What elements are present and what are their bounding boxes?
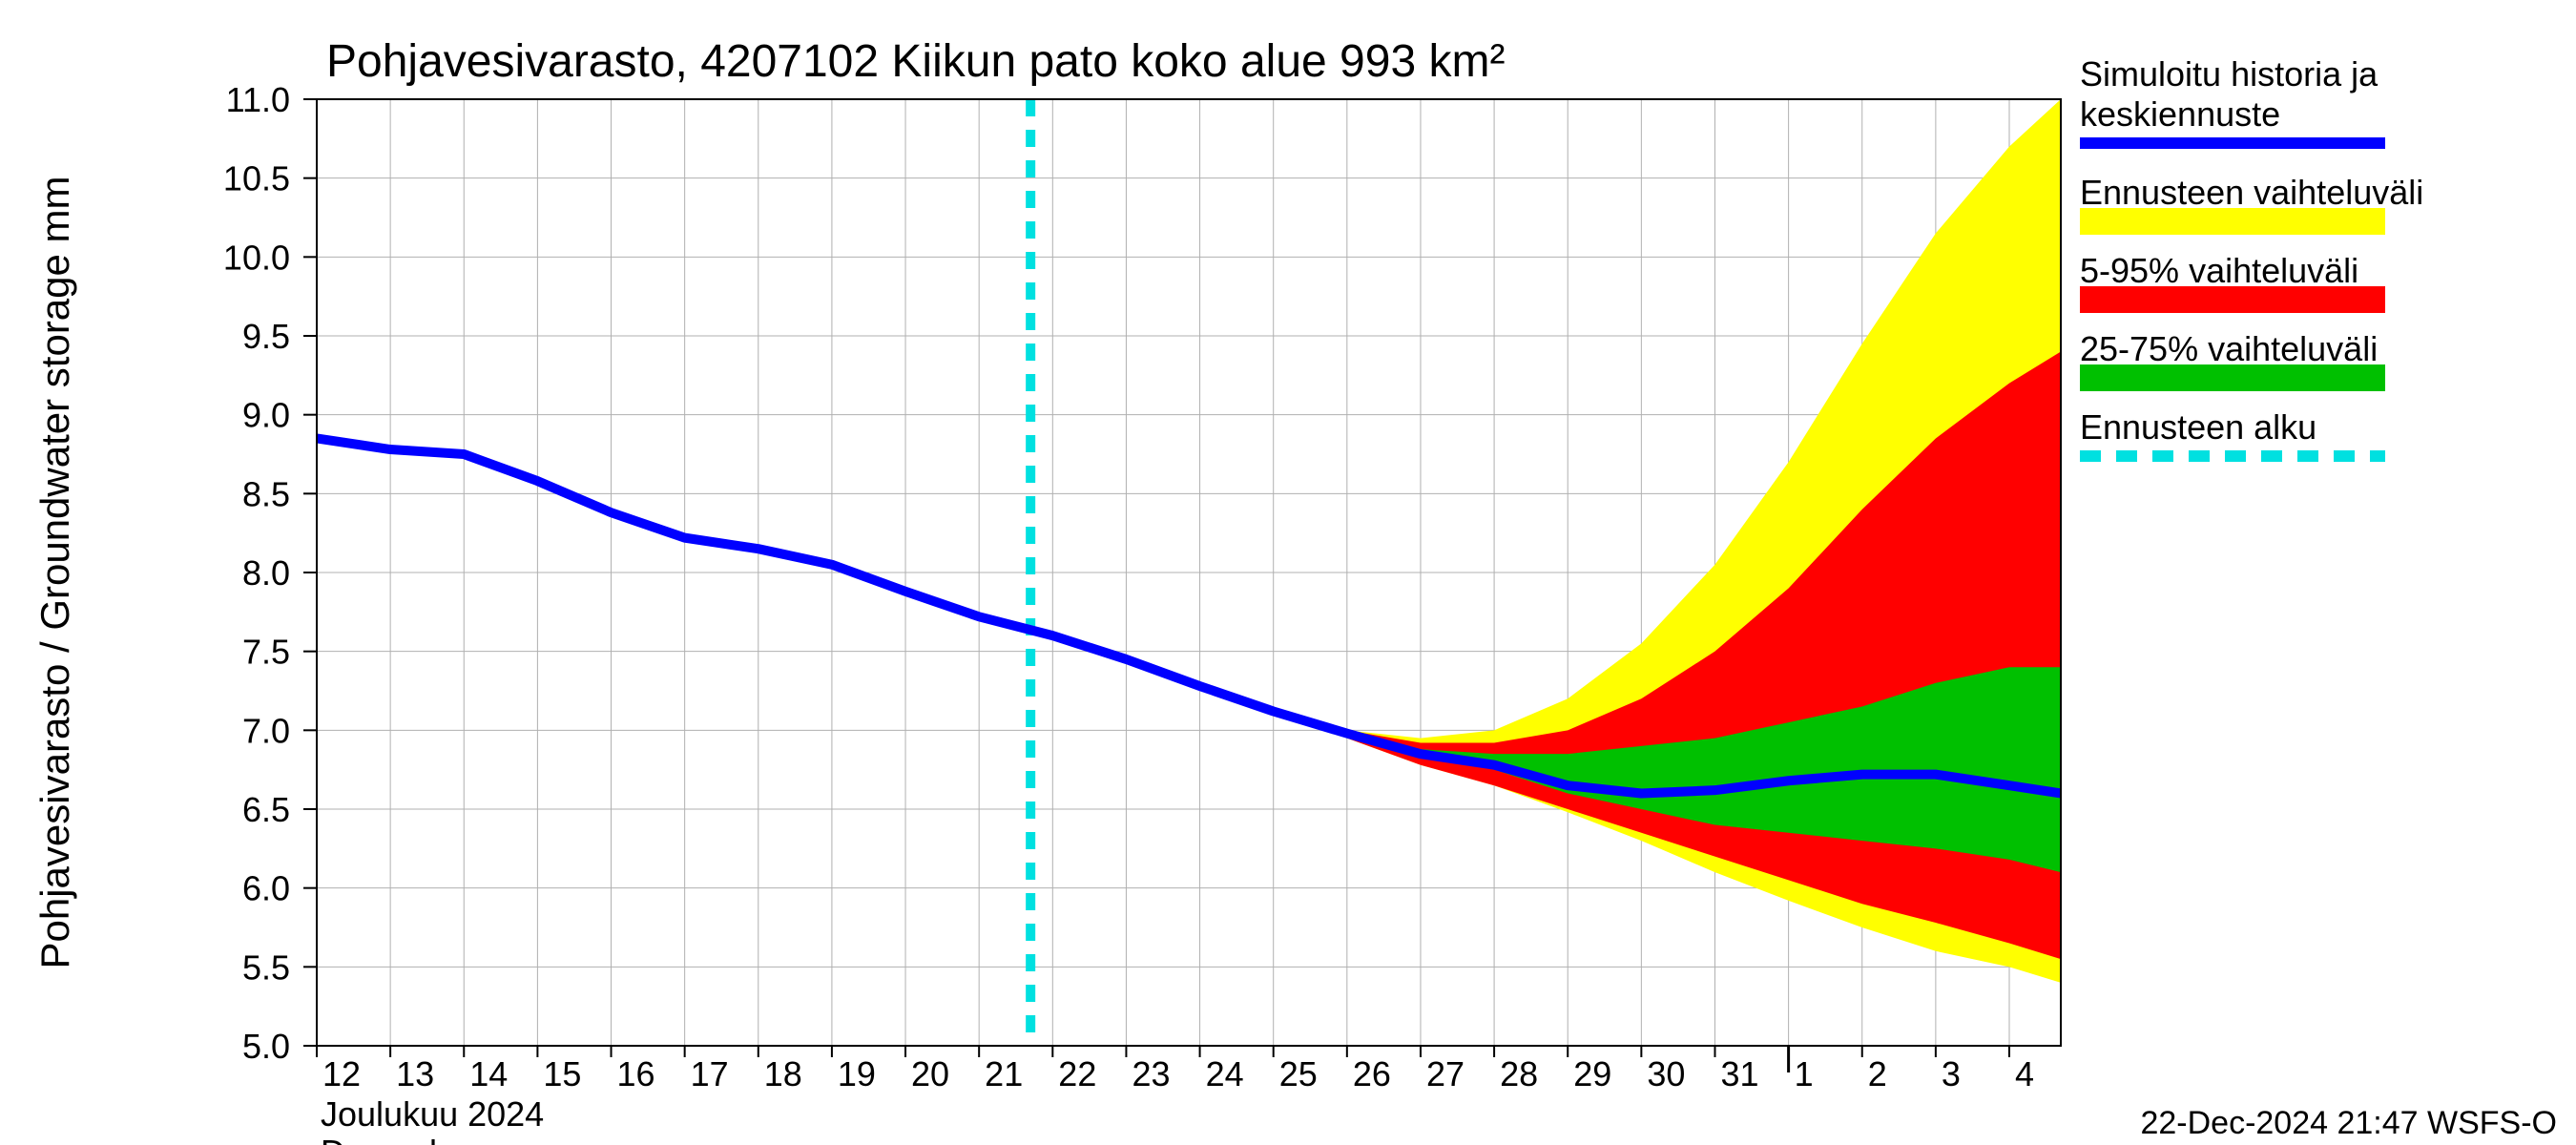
x-tick-label: 2 xyxy=(1868,1054,1887,1093)
legend-swatch xyxy=(2080,364,2385,391)
x-tick-label: 20 xyxy=(911,1054,949,1093)
x-tick-label: 31 xyxy=(1720,1054,1758,1093)
x-tick-label: 1 xyxy=(1795,1054,1814,1093)
y-tick-label: 11.0 xyxy=(226,80,290,119)
y-tick-label: 10.5 xyxy=(223,159,290,198)
y-tick-label: 10.0 xyxy=(223,238,290,277)
y-axis-label: Pohjavesivarasto / Groundwater storage m… xyxy=(32,176,77,968)
y-tick-label: 9.5 xyxy=(242,317,290,356)
y-tick-label: 8.0 xyxy=(242,553,290,593)
month-label-fi: Joulukuu 2024 xyxy=(321,1094,544,1134)
y-tick-label: 8.5 xyxy=(242,474,290,513)
x-tick-label: 30 xyxy=(1647,1054,1685,1093)
x-tick-label: 3 xyxy=(1942,1054,1961,1093)
month-label-en: December xyxy=(321,1133,479,1145)
x-tick-label: 26 xyxy=(1353,1054,1391,1093)
x-tick-label: 12 xyxy=(322,1054,361,1093)
y-tick-label: 5.5 xyxy=(242,947,290,987)
legend-label: 5-95% vaihteluväli xyxy=(2080,251,2358,290)
x-tick-label: 16 xyxy=(617,1054,655,1093)
y-tick-label: 7.0 xyxy=(242,711,290,750)
legend-label: Simuloitu historia ja xyxy=(2080,54,2379,94)
x-tick-label: 25 xyxy=(1279,1054,1318,1093)
x-tick-label: 21 xyxy=(985,1054,1023,1093)
x-tick-label: 28 xyxy=(1500,1054,1538,1093)
legend-swatch xyxy=(2080,208,2385,235)
x-tick-label: 22 xyxy=(1058,1054,1096,1093)
x-tick-label: 14 xyxy=(469,1054,508,1093)
y-tick-label: 7.5 xyxy=(242,633,290,672)
x-tick-label: 15 xyxy=(543,1054,581,1093)
x-tick-label: 23 xyxy=(1132,1054,1170,1093)
x-tick-label: 19 xyxy=(838,1054,876,1093)
x-tick-label: 18 xyxy=(764,1054,802,1093)
legend-label: keskiennuste xyxy=(2080,94,2280,134)
legend-swatch xyxy=(2080,286,2385,313)
x-tick-label: 27 xyxy=(1426,1054,1465,1093)
groundwater-forecast-chart: 5.05.56.06.57.07.58.08.59.09.510.010.511… xyxy=(0,0,2576,1145)
y-tick-label: 5.0 xyxy=(242,1027,290,1066)
x-tick-label: 24 xyxy=(1206,1054,1244,1093)
y-tick-label: 6.5 xyxy=(242,790,290,829)
legend-label: Ennusteen alku xyxy=(2080,407,2316,447)
legend-label: Ennusteen vaihteluväli xyxy=(2080,173,2423,212)
chart-footer: 22-Dec-2024 21:47 WSFS-O xyxy=(2140,1105,2557,1141)
y-tick-label: 9.0 xyxy=(242,396,290,435)
x-tick-label: 4 xyxy=(2015,1054,2034,1093)
chart-svg: 5.05.56.06.57.07.58.08.59.09.510.010.511… xyxy=(0,0,2576,1145)
x-tick-label: 29 xyxy=(1573,1054,1611,1093)
y-tick-label: 6.0 xyxy=(242,869,290,908)
x-tick-label: 17 xyxy=(691,1054,729,1093)
chart-title: Pohjavesivarasto, 4207102 Kiikun pato ko… xyxy=(326,36,1505,87)
legend-label: 25-75% vaihteluväli xyxy=(2080,329,2378,368)
x-tick-label: 13 xyxy=(396,1054,434,1093)
